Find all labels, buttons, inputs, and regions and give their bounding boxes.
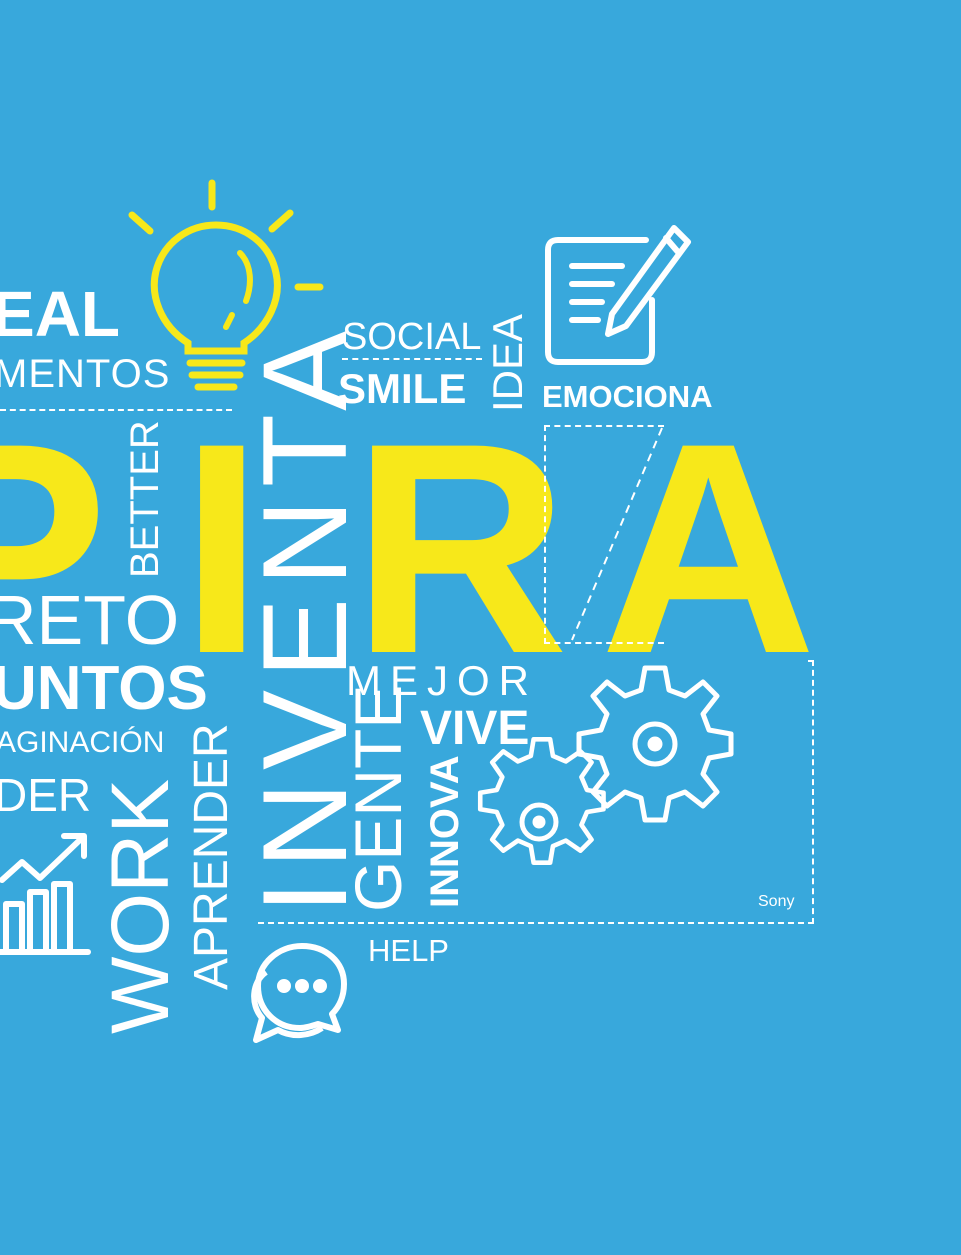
bar-chart-icon <box>0 828 100 958</box>
chat-bubbles-icon <box>244 938 354 1048</box>
lightbulb-icon <box>120 175 340 405</box>
edit-note-icon <box>542 222 692 372</box>
gears-icon <box>475 660 745 890</box>
